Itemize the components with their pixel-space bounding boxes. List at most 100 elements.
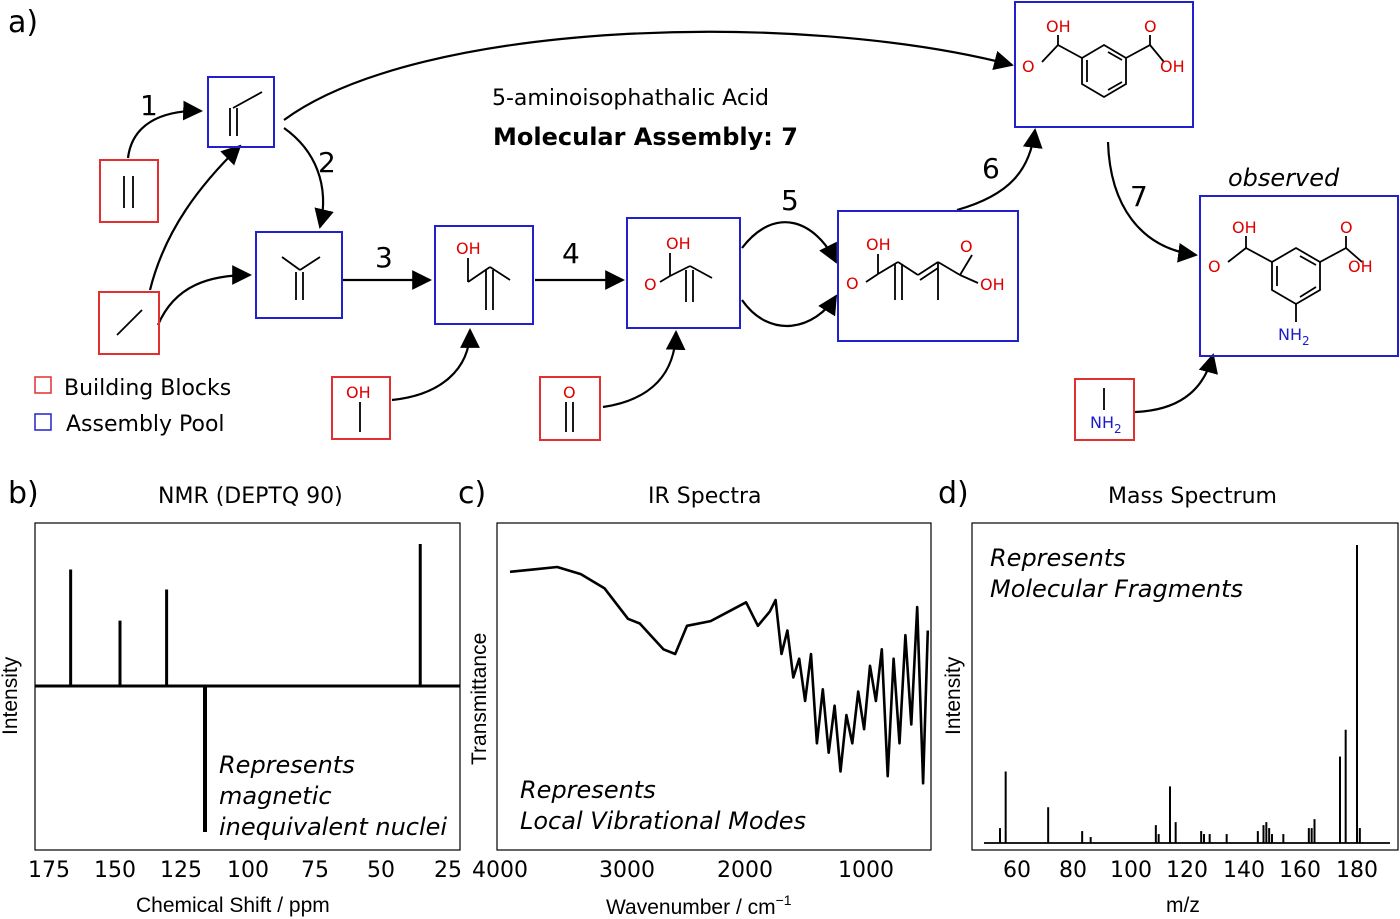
nmr-tick-150: 150 [94,858,136,883]
legend-swatch-assembly-pool [34,413,52,431]
nmr-plot-area [35,544,460,832]
ms-ylabel: Intensity [942,656,965,735]
step-1: 1 [140,89,158,122]
pool-isophthalic-acid [1014,1,1194,128]
block-formaldehyde [539,376,601,441]
atom-oh-methallyl: OH [456,239,481,258]
assembly-index: Molecular Assembly: 7 [493,123,798,151]
panel-label-b: b) [8,476,39,511]
ir-note-2: Local Vibrational Modes [520,807,806,835]
step-5: 5 [781,184,799,217]
pool-methallyl-alcohol [434,225,534,325]
ms-title: Mass Spectrum [1108,484,1277,509]
ir-tick-3000: 3000 [599,858,655,883]
atom-oh-diacid-right: OH [980,275,1005,294]
legend-swatch-building-blocks [34,376,52,394]
arrow-step-5-bottom [741,294,838,327]
legend-assembly-pool: Assembly Pool [66,412,225,437]
arrow-step-5-top [741,221,837,264]
ms-tick-100: 100 [1110,858,1152,883]
ir-plot-area [509,565,930,785]
ms-tick-120: 120 [1166,858,1208,883]
ms-x-ticks: 60 80 100 120 140 160 180 [1003,858,1378,883]
nmr-tick-125: 125 [160,858,202,883]
nmr-xlabel: Chemical Shift / ppm [136,894,330,917]
ir-xlabel: Wavenumber / cm−1 [606,892,792,919]
atom-o-amino-left: O [1208,257,1221,276]
nmr-ylabel: Intensity [0,656,22,735]
nmr-tick-100: 100 [227,858,269,883]
block-methanol [331,376,391,440]
atom-o-diacid-right: O [960,237,973,256]
ms-tick-180: 180 [1336,858,1378,883]
arrow-ethane-to-isobutene [156,265,252,326]
pool-diacid [837,210,1019,342]
ms-xlabel: m/z [1166,894,1200,917]
ir-note-1: Represents [520,776,656,804]
pool-ethene [207,76,275,148]
step-7: 7 [1130,180,1148,213]
ms-tick-60: 60 [1003,858,1031,883]
atom-o-formaldehyde: O [563,383,576,402]
compound-name: 5-aminoisophathalic Acid [492,86,769,111]
arrow-methanol-in [391,328,480,402]
nmr-x-ticks: 175 150 125 100 75 50 25 [28,858,462,883]
nmr-note-1: Represents [219,751,355,779]
arrow-step-1 [126,100,203,159]
ms-note-1: Represents [990,544,1126,572]
ms-plot-area [984,545,1390,844]
arrow-methylamine-in [1134,353,1218,414]
atom-nh2-methylamine: NH2 [1090,413,1122,436]
ir-title: IR Spectra [648,484,761,509]
step-3: 3 [375,241,393,274]
panel-label-c: c) [458,476,486,511]
nmr-tick-50: 50 [367,858,395,883]
panel-label-a: a) [8,5,38,40]
atom-oh-amino-right: OH [1348,257,1373,276]
atom-o-diacid-left: O [846,274,859,293]
arrow-step-7 [1106,141,1198,263]
ir-tick-4000: 4000 [472,858,528,883]
ms-tick-80: 80 [1059,858,1087,883]
ir-plot-frame [496,522,932,851]
nmr-title: NMR (DEPTQ 90) [158,484,343,509]
ir-ylabel: Transmittance [468,633,491,765]
panel-label-d: d) [938,476,969,511]
atom-nh2-amino: NH2 [1278,325,1310,348]
step-4: 4 [562,237,580,270]
atom-o-methacrylic: O [644,275,657,294]
atom-oh-isophthalic-right: OH [1160,57,1185,76]
atom-oh-diacid-left: OH [866,235,891,254]
block-methylamine [1074,378,1135,441]
nmr-tick-75: 75 [301,858,329,883]
nmr-tick-175: 175 [28,858,70,883]
step-2: 2 [318,146,336,179]
block-ethane [98,291,160,355]
ir-x-ticks: 4000 3000 2000 1000 [472,858,894,883]
observed-label: observed [1228,164,1340,192]
arrow-ethane-to-ethene [148,144,242,291]
atom-o-isophthalic-left: O [1022,57,1035,76]
arrow-step-2 [283,127,334,229]
arrow-to-isophthalic [283,30,1014,121]
nmr-note-2: magnetic [219,782,332,810]
ms-note-2: Molecular Fragments [990,575,1243,603]
ms-plot-frame [971,522,1399,851]
ir-series-line [509,565,930,785]
arrow-formaldehyde-in [602,330,686,409]
ms-tick-140: 140 [1223,858,1265,883]
legend-building-blocks: Building Blocks [64,376,231,401]
atom-oh-isophthalic-left: OH [1046,17,1071,36]
arrow-step-6 [956,128,1043,212]
atom-oh-amino-left: OH [1232,218,1257,237]
atom-oh-methanol: OH [346,383,371,402]
nmr-note-3: inequivalent nuclei [219,813,447,841]
pool-aminoisophthalic-acid [1199,195,1399,357]
ir-tick-2000: 2000 [717,858,773,883]
atom-oh-methacrylic: OH [666,234,691,253]
pool-isobutene [255,231,343,319]
pool-methacrylic-acid [626,217,741,329]
block-ethyne [99,159,159,223]
ir-tick-1000: 1000 [838,858,894,883]
